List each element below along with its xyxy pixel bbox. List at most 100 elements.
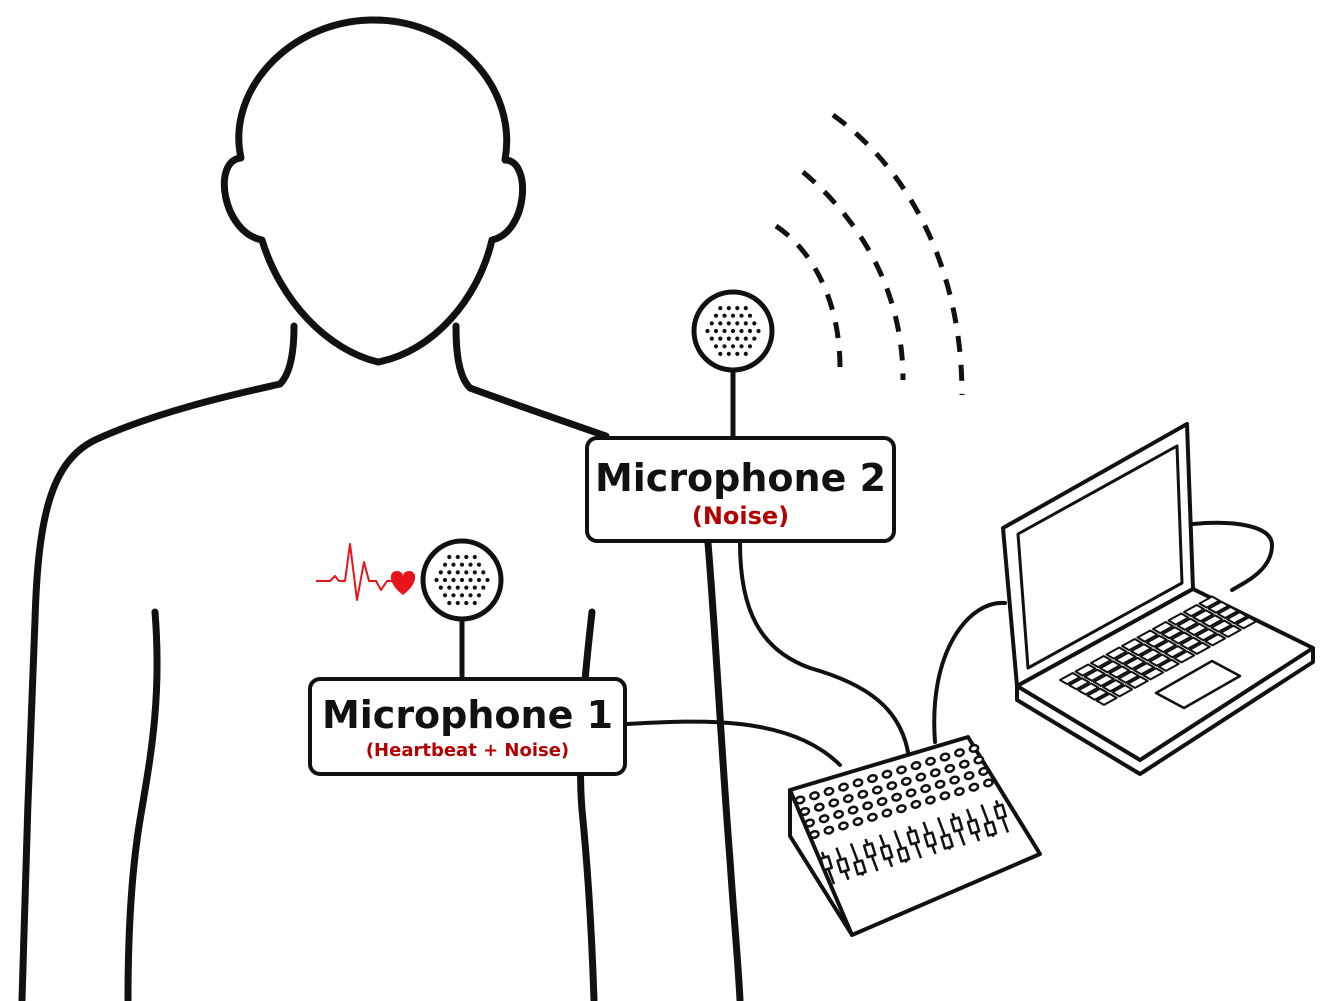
mixer-knob	[939, 791, 951, 801]
grille-dot	[476, 593, 482, 598]
mixer-knob	[881, 808, 893, 818]
microphone-2-subtitle: (Noise)	[691, 502, 790, 530]
grille-dot	[438, 570, 443, 575]
laptop-key	[1092, 673, 1115, 687]
laptop-key	[1074, 663, 1097, 677]
laptop-key	[1136, 629, 1159, 643]
mixer-knob	[896, 765, 907, 775]
laptop-key	[1148, 653, 1171, 667]
mixer-knob	[867, 812, 878, 822]
mixer-knob	[852, 817, 864, 827]
grille-dot	[472, 570, 477, 575]
mixer-fader-cap	[923, 831, 937, 848]
mixer-fader-cap	[949, 816, 964, 833]
grille-dot	[743, 306, 748, 311]
laptop-key	[1164, 645, 1186, 659]
grille-dot	[476, 577, 482, 583]
mixer-fader-cap	[983, 820, 998, 837]
laptop-key	[1188, 641, 1211, 655]
mixer-fader-cap	[940, 833, 954, 850]
grille-dot	[442, 577, 448, 583]
grille-dot	[747, 328, 753, 334]
grille-dot	[434, 577, 439, 583]
laptop-key	[1068, 677, 1091, 691]
laptop-key	[1090, 655, 1112, 669]
laptop-key	[1198, 595, 1221, 609]
mixer-knob	[842, 794, 854, 804]
laptop-key	[1219, 624, 1242, 638]
mixer-knob	[968, 743, 980, 753]
mixer-knob	[847, 805, 859, 815]
laptop-key	[1111, 684, 1134, 698]
grille-dot	[730, 344, 736, 349]
mixer-knob	[886, 781, 898, 791]
laptop-key	[1086, 687, 1109, 701]
microphone-1-label-box: Microphone 1 (Heartbeat + Noise)	[308, 677, 627, 776]
laptop-key	[1105, 646, 1128, 660]
mixer-knob	[910, 761, 922, 771]
grille-dot	[743, 336, 748, 341]
grille-dot	[756, 328, 761, 334]
grille-dot	[722, 328, 727, 334]
grille-dot	[481, 585, 486, 590]
laptop-key	[1152, 621, 1174, 635]
grille-dot	[739, 328, 744, 334]
mixer-fader-cap	[906, 829, 921, 846]
mixer-knob	[925, 795, 936, 805]
mixer-knob	[905, 788, 917, 798]
grille-dot	[709, 321, 714, 326]
grille-dot	[735, 351, 740, 356]
mixer-knob	[818, 814, 830, 824]
mixer-knob	[833, 809, 844, 819]
mixer-knob	[983, 778, 994, 788]
grille-dot	[455, 554, 460, 560]
grille-dot	[718, 351, 723, 356]
laptop-key	[1207, 600, 1230, 614]
laptop-key	[1204, 633, 1227, 647]
mixer-knob	[838, 821, 849, 831]
grille-dot	[451, 562, 456, 567]
laptop-key	[1170, 631, 1193, 645]
grille-dot	[735, 306, 740, 311]
grille-dot	[438, 585, 443, 590]
laptop-key	[1226, 611, 1248, 625]
grille-dot	[730, 313, 736, 318]
grille-dot	[743, 351, 748, 356]
laptop-key	[1216, 605, 1239, 619]
laptop-key	[1201, 614, 1224, 628]
mixer-knob	[968, 782, 980, 792]
grille-dot	[459, 593, 465, 598]
laptop-key	[1145, 634, 1168, 648]
laptop-key	[1167, 612, 1190, 626]
mixer-knob	[963, 771, 975, 781]
laptop-key	[1059, 672, 1081, 686]
grille-dot	[735, 336, 740, 341]
microphone-2-head	[691, 289, 775, 436]
grille-dot	[442, 562, 448, 567]
laptop-key	[1133, 662, 1155, 676]
mixer-knob	[838, 782, 849, 792]
laptop-key	[1139, 648, 1162, 662]
laptop-key	[1192, 609, 1215, 623]
mixer-knob	[939, 752, 951, 762]
laptop-key	[1099, 660, 1122, 674]
grille-dot	[464, 600, 469, 606]
grille-dot	[726, 321, 731, 326]
mixer-knob	[954, 748, 965, 758]
grille-dot	[713, 344, 719, 349]
grille-dot	[459, 562, 465, 567]
grille-dot	[722, 344, 727, 349]
grille-dot	[468, 562, 473, 567]
laptop-key	[1077, 682, 1100, 696]
grille-dot	[447, 554, 452, 560]
grille-dot	[442, 593, 448, 598]
mixer-knob	[871, 785, 883, 795]
mixer-knob	[813, 802, 825, 812]
mixer-knob	[828, 798, 840, 808]
laptop-key	[1179, 636, 1202, 650]
microphone-1-title: Microphone 1	[321, 693, 614, 737]
mixer-knob	[794, 795, 806, 805]
microphone-icon	[434, 554, 490, 606]
grille-dot	[718, 336, 723, 341]
mixer-knob	[925, 756, 936, 766]
